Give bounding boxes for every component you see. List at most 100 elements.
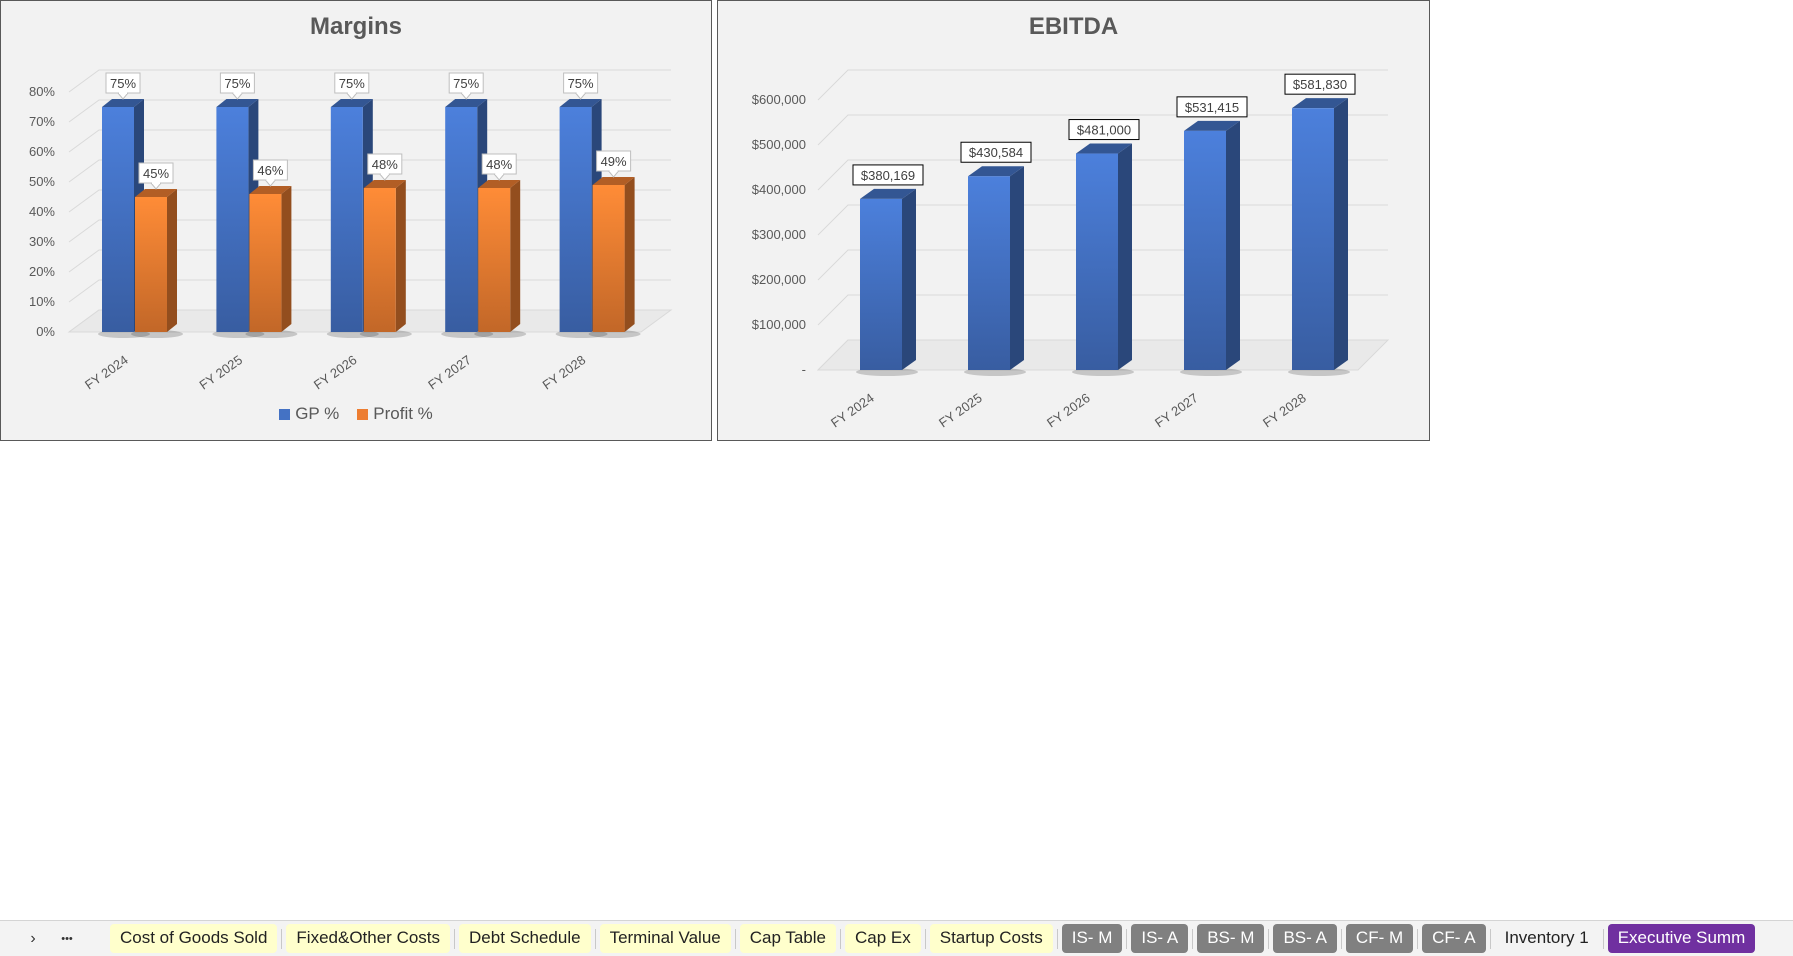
x-tick-label: FY 2024 xyxy=(82,352,131,392)
tab-separator xyxy=(454,928,456,949)
sheet-tab[interactable]: IS- M xyxy=(1061,924,1123,953)
data-label: $481,000 xyxy=(1077,123,1131,138)
bar-top xyxy=(363,180,406,188)
x-tick-label: FY 2027 xyxy=(1152,390,1201,430)
y-tick-label: 40% xyxy=(29,204,55,219)
sheet-tab[interactable]: IS- A xyxy=(1131,924,1189,953)
sheet-tab[interactable]: CF- A xyxy=(1422,924,1486,953)
bar-front xyxy=(445,107,478,332)
x-tick-label: FY 2025 xyxy=(196,352,245,392)
bar-side xyxy=(1226,120,1240,370)
sheet-tab[interactable]: Executive Summ xyxy=(1607,924,1756,953)
sheet-tab[interactable]: Fixed&Other Costs xyxy=(286,924,451,953)
data-label: $430,584 xyxy=(969,145,1023,160)
data-label-box xyxy=(960,141,1032,163)
bar-front xyxy=(478,188,511,332)
legend-label-profit: Profit % xyxy=(373,404,433,423)
tab-separator xyxy=(1126,928,1128,949)
bar-top xyxy=(102,99,144,107)
bar-side xyxy=(1010,166,1024,370)
bar-side xyxy=(624,177,635,332)
data-label: 46% xyxy=(257,163,283,178)
gridline xyxy=(68,69,671,93)
data-label: 48% xyxy=(372,157,398,172)
sheet-tab[interactable]: CF- M xyxy=(1345,924,1414,953)
data-label: $581,830 xyxy=(1293,77,1347,92)
sheet-tab[interactable]: Cap Ex xyxy=(845,924,921,953)
y-tick-label: 50% xyxy=(29,174,55,189)
bar-side xyxy=(510,180,521,332)
tab-separator xyxy=(840,928,841,949)
data-label: 75% xyxy=(453,76,479,91)
chevron-right-icon[interactable]: › xyxy=(30,929,36,947)
y-tick-label: - xyxy=(802,362,806,377)
bar-side xyxy=(1118,143,1132,370)
ebitda-chart[interactable]: EBITDA - $100,000 $200,000 $300,000 $400,000… xyxy=(717,0,1430,441)
sheet-tabs: Cost of Goods Sold Fixed&Other Costs Debt … xyxy=(84,924,1756,953)
chart-legend: GP % Profit % xyxy=(1,404,711,424)
bar-side xyxy=(167,189,177,332)
bar-side xyxy=(395,180,406,332)
y-tick-label: $200,000 xyxy=(752,272,806,287)
sheet-tab-bar: › ••• Cost of Goods Sold Fixed&Other Cost… xyxy=(0,920,1793,956)
sheet-tab[interactable]: Inventory 1 xyxy=(1504,928,1589,947)
bar-top xyxy=(1076,143,1132,154)
bar-front xyxy=(135,197,167,332)
tab-separator xyxy=(734,928,736,949)
bar-top xyxy=(330,99,373,107)
bar-front xyxy=(102,107,134,332)
margins-plot: 0% 10% 20% 30% 40% 50% 60% 70% 80% 75% 45% FY 2024 7… xyxy=(29,69,673,393)
x-tick-label: FY 2027 xyxy=(425,352,474,392)
tab-separator xyxy=(281,928,283,949)
data-label-box xyxy=(1176,96,1248,118)
sheet-tab[interactable]: BS- M xyxy=(1197,924,1265,953)
legend-item-gp: GP % xyxy=(279,404,339,424)
bar-top xyxy=(559,99,602,107)
margins-chart[interactable]: Margins 0% 10% 20% 30% 40% 50% 60% 70% 80% 75% 45%… xyxy=(0,0,712,441)
bar-side xyxy=(902,188,916,370)
tab-separator xyxy=(594,928,596,949)
data-label: 75% xyxy=(339,76,365,91)
y-tick-label: 60% xyxy=(29,144,55,159)
bar-top xyxy=(1292,98,1348,109)
y-tick-label: $100,000 xyxy=(752,317,806,332)
bar-front xyxy=(592,185,625,332)
sheet-tab[interactable]: Startup Costs xyxy=(929,924,1053,953)
bar-side xyxy=(281,186,292,332)
tab-separator xyxy=(1268,928,1270,949)
sheet-tab[interactable]: Cost of Goods Sold xyxy=(110,924,278,953)
bar-front xyxy=(1292,108,1334,370)
data-label: $380,169 xyxy=(861,168,915,183)
y-tick-label: $500,000 xyxy=(752,137,806,152)
bar-top xyxy=(592,177,635,185)
x-tick-label: FY 2028 xyxy=(540,352,589,392)
bar-top xyxy=(135,189,177,197)
data-label-box xyxy=(1068,119,1140,141)
sheet-tab[interactable]: Cap Table xyxy=(739,924,836,953)
x-tick-label: FY 2028 xyxy=(1260,390,1309,430)
ellipsis-icon[interactable]: ••• xyxy=(61,932,73,945)
bar-top xyxy=(216,99,259,107)
tab-separator xyxy=(1056,928,1058,949)
tab-separator xyxy=(924,928,926,949)
sheet-tab[interactable]: Debt Schedule xyxy=(459,924,591,953)
tab-separator xyxy=(1602,928,1604,949)
bar-front xyxy=(559,107,592,332)
bar-top xyxy=(478,180,521,188)
legend-swatch-profit xyxy=(357,408,369,420)
sheet-tab[interactable]: Terminal Value xyxy=(599,924,731,953)
legend-label-gp: GP % xyxy=(295,404,340,423)
x-tick-label: FY 2026 xyxy=(1044,390,1093,430)
tab-separator xyxy=(1192,928,1194,949)
bar-front xyxy=(363,188,396,332)
sheet-tab[interactable]: BS- A xyxy=(1273,924,1337,953)
bar-side xyxy=(1334,98,1348,370)
bar-front xyxy=(330,107,363,332)
bar-front xyxy=(860,198,902,370)
bar-front xyxy=(249,194,282,332)
tab-separator xyxy=(1417,928,1419,949)
y-tick-label: 80% xyxy=(29,84,55,99)
data-label: 75% xyxy=(110,76,136,91)
bar-top xyxy=(445,99,488,107)
data-label-box xyxy=(1284,73,1356,95)
